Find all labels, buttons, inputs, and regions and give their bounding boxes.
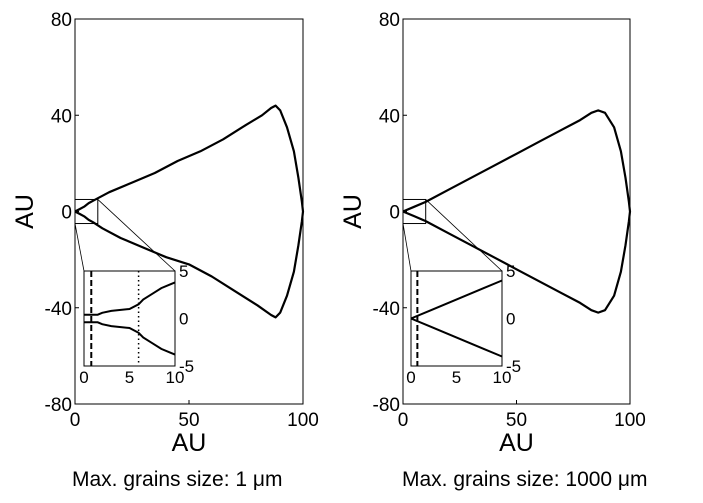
chart1-inset-x-tick-label: 5 — [125, 368, 134, 387]
chart1-y-tick-label: -40 — [45, 299, 72, 320]
chart2-inset-y-tick-label: -5 — [506, 357, 521, 376]
chart1-inset-x-tick-label: 10 — [166, 368, 185, 387]
chart2-series-line — [402, 109, 632, 314]
chart1-zoom-connector — [97, 199, 176, 272]
chart1-y-tick-label: 40 — [51, 106, 72, 127]
chart1-inset-series-line — [84, 281, 176, 316]
chart1-y-axis-label: AU — [11, 194, 39, 229]
chart2-inset-x-tick-label: 0 — [406, 368, 415, 387]
chart2-inset-y-tick-label: 5 — [506, 262, 515, 281]
caption-right: Max. grains size: 1000 μm — [402, 468, 648, 491]
chart2-x-tick-label: 100 — [614, 410, 646, 431]
chart1-x-axis-label: AU — [172, 429, 207, 457]
chart2-inset-x-tick-label: 10 — [493, 368, 512, 387]
chart2-zoom-box — [402, 198, 427, 225]
chart2-y-tick-label: 0 — [389, 203, 400, 224]
chart1-inset-series-line — [84, 321, 176, 356]
chart1-x-tick-label: 100 — [287, 410, 319, 431]
chart2-y-tick-label: -80 — [373, 395, 400, 416]
chart2-x-tick-label: 0 — [398, 410, 409, 431]
chart1-inset-y-tick-label: -5 — [179, 357, 194, 376]
caption-left: Max. grains size: 1 μm — [72, 468, 283, 491]
chart1-inset-y-tick-label: 5 — [179, 262, 188, 281]
chart2-y-tick-label: 40 — [379, 106, 400, 127]
chart1-y-tick-label: -80 — [45, 395, 72, 416]
chart1-series-line — [74, 104, 305, 319]
chart1-y-tick-label: 0 — [61, 203, 72, 224]
chart1-zoom-connector — [74, 223, 85, 272]
chart2-zoom-connector — [425, 199, 503, 272]
chart2-y-tick-label: 80 — [379, 10, 400, 31]
chart2-y-axis-label: AU — [339, 194, 367, 229]
chart2-y-tick-label: -40 — [373, 299, 400, 320]
chart1-x-tick-label: 0 — [70, 410, 81, 431]
chart1-y-tick-label: 80 — [51, 10, 72, 31]
chart1-inset-frame — [83, 270, 176, 367]
chart1-zoom-box — [74, 198, 99, 225]
chart2-zoom-connector — [402, 223, 412, 272]
chart2-inset-y-tick-label: 0 — [506, 310, 515, 329]
chart1-inset-y-tick-label: 0 — [179, 310, 188, 329]
chart2-inset-series-line — [410, 279, 503, 320]
chart1-x-tick-label: 50 — [178, 410, 199, 431]
chart2-inset-series-line — [410, 317, 503, 358]
chart1-inset-x-tick-label: 0 — [79, 368, 88, 387]
chart2-x-axis-label: AU — [499, 429, 534, 457]
chart2-x-tick-label: 50 — [506, 410, 527, 431]
chart2-inset-x-tick-label: 5 — [452, 368, 461, 387]
